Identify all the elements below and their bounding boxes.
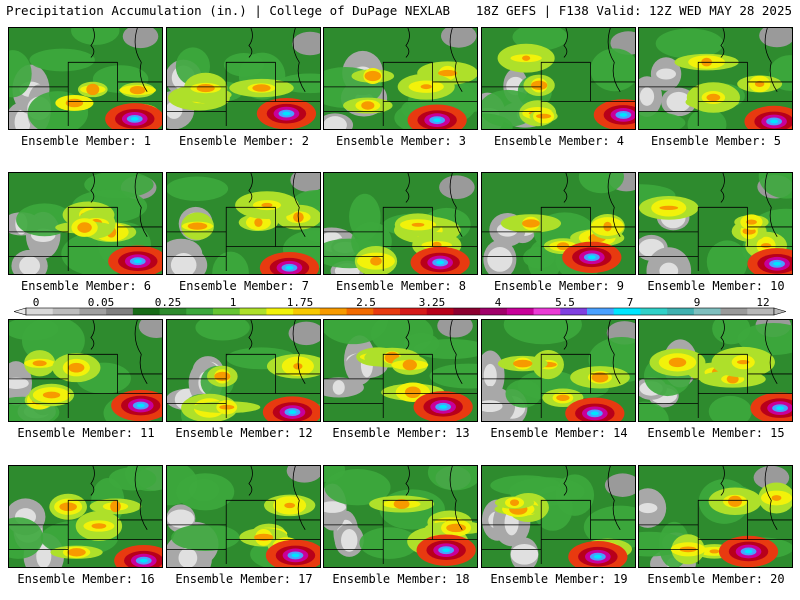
colorbar-bin xyxy=(26,308,54,315)
colorbar-bin xyxy=(667,308,695,315)
colorbar-bin xyxy=(747,308,775,315)
ensemble-member-map xyxy=(638,465,793,568)
colorbar-bin xyxy=(373,308,401,315)
ensemble-member-label: Ensemble Member: 8 xyxy=(335,279,467,293)
ensemble-member-label: Ensemble Member: 9 xyxy=(493,279,625,293)
colorbar-bin xyxy=(159,308,187,315)
colorbar-bin xyxy=(132,308,161,315)
ensemble-member-map xyxy=(481,319,636,422)
ensemble-member-label: Ensemble Member: 20 xyxy=(647,572,785,586)
precip-colorbar xyxy=(14,307,786,316)
colorbar-bin xyxy=(613,308,641,315)
ensemble-member-label: Ensemble Member: 13 xyxy=(332,426,470,440)
ensemble-member-label: Ensemble Member: 16 xyxy=(17,572,155,586)
ensemble-member-map xyxy=(481,465,636,568)
ensemble-member-label: Ensemble Member: 7 xyxy=(178,279,310,293)
colorbar-tick-label: 2.5 xyxy=(356,296,376,309)
colorbar-tick-label: 0.05 xyxy=(87,296,115,309)
colorbar-bin xyxy=(453,308,481,315)
ensemble-member-map xyxy=(638,27,793,130)
colorbar-tick-label: 5.5 xyxy=(555,296,575,309)
ensemble-member-map xyxy=(8,465,163,568)
colorbar-bin xyxy=(186,308,214,315)
colorbar-tick-label: 1.75 xyxy=(286,296,314,309)
ensemble-member-map xyxy=(638,172,793,275)
colorbar-bin xyxy=(106,308,134,315)
colorbar-bin xyxy=(693,308,722,315)
ensemble-member-label: Ensemble Member: 15 xyxy=(647,426,785,440)
colorbar-bin xyxy=(239,308,267,315)
ensemble-member-map xyxy=(166,27,321,130)
colorbar-bin xyxy=(640,308,668,315)
colorbar-bin xyxy=(319,308,348,315)
ensemble-member-map xyxy=(638,319,793,422)
ensemble-member-label: Ensemble Member: 2 xyxy=(178,134,310,148)
colorbar-tick-label: 0.25 xyxy=(154,296,182,309)
ensemble-member-label: Ensemble Member: 19 xyxy=(490,572,628,586)
ensemble-member-label: Ensemble Member: 17 xyxy=(175,572,313,586)
colorbar-bin xyxy=(533,308,561,315)
colorbar-bin xyxy=(266,308,294,315)
colorbar-bin xyxy=(293,308,321,315)
ensemble-member-label: Ensemble Member: 1 xyxy=(20,134,152,148)
ensemble-member-map xyxy=(481,172,636,275)
ensemble-member-label: Ensemble Member: 11 xyxy=(17,426,155,440)
colorbar-tick-label: 9 xyxy=(693,296,701,309)
ensemble-member-map xyxy=(8,172,163,275)
colorbar-bin xyxy=(346,308,374,315)
colorbar-tick-label: 1 xyxy=(229,296,237,309)
colorbar-tick-label: 3.25 xyxy=(418,296,446,309)
colorbar-bin xyxy=(426,308,454,315)
colorbar-bin xyxy=(213,308,241,315)
colorbar-tick-label: 4 xyxy=(494,296,502,309)
ensemble-member-label: Ensemble Member: 4 xyxy=(493,134,625,148)
ensemble-member-map xyxy=(166,319,321,422)
ensemble-member-map xyxy=(166,465,321,568)
colorbar-max-arrow xyxy=(773,307,786,316)
ensemble-member-label: Ensemble Member: 6 xyxy=(20,279,152,293)
colorbar-bin xyxy=(52,308,80,315)
map-title: Precipitation Accumulation (in.) | Colle… xyxy=(6,3,451,18)
colorbar-bin xyxy=(79,308,107,315)
colorbar-bin xyxy=(587,308,615,315)
colorbar-bin xyxy=(506,308,535,315)
colorbar-tick-label: 12 xyxy=(756,296,770,309)
ensemble-member-map xyxy=(166,172,321,275)
run-valid-time: 18Z GEFS | F138 Valid: 12Z WED MAY 28 20… xyxy=(475,3,792,18)
ensemble-member-label: Ensemble Member: 12 xyxy=(175,426,313,440)
colorbar-tick-label: 7 xyxy=(626,296,634,309)
colorbar-bin xyxy=(560,308,588,315)
ensemble-member-label: Ensemble Member: 18 xyxy=(332,572,470,586)
colorbar-bin xyxy=(400,308,428,315)
ensemble-member-label: Ensemble Member: 5 xyxy=(650,134,782,148)
colorbar-bin xyxy=(480,308,508,315)
ensemble-member-label: Ensemble Member: 3 xyxy=(335,134,467,148)
colorbar-bin xyxy=(720,308,748,315)
ensemble-member-map xyxy=(323,172,478,275)
ensemble-member-map xyxy=(8,319,163,422)
ensemble-member-map xyxy=(323,27,478,130)
colorbar-min-arrow xyxy=(14,307,27,316)
ensemble-member-map xyxy=(8,27,163,130)
ensemble-member-map xyxy=(323,319,478,422)
ensemble-member-map xyxy=(481,27,636,130)
ensemble-member-label: Ensemble Member: 14 xyxy=(490,426,628,440)
ensemble-member-map xyxy=(323,465,478,568)
colorbar-tick-label: 0 xyxy=(32,296,40,309)
ensemble-member-label: Ensemble Member: 10 xyxy=(647,279,785,293)
